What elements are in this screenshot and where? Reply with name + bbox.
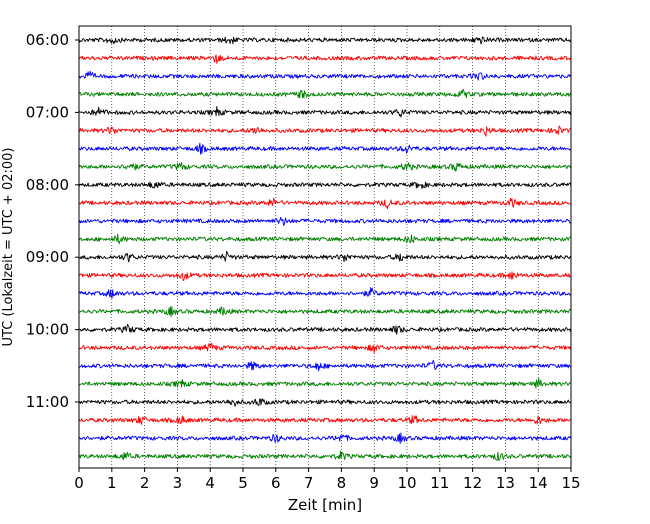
trace-0845 xyxy=(78,233,572,245)
trace-0745 xyxy=(78,161,572,172)
trace-layer xyxy=(78,36,572,461)
x-tick-label: 6 xyxy=(271,474,281,492)
trace-0600 xyxy=(78,36,572,45)
x-tick-label: 4 xyxy=(205,474,215,492)
trace-0615 xyxy=(78,54,572,64)
trace-1045 xyxy=(78,377,572,389)
x-tick-layer: 0 1 2 3 4 5 6 7 8 9 10 11 12 13 14 15 xyxy=(74,468,581,492)
trace-0800 xyxy=(78,181,572,190)
trace-0730 xyxy=(78,142,572,155)
x-tick-label: 14 xyxy=(529,474,548,492)
trace-0830 xyxy=(78,216,572,226)
x-tick-label: 0 xyxy=(74,474,84,492)
y-tick-layer: 06:00 07:00 08:00 09:00 10:00 11:00 xyxy=(26,31,79,411)
trace-1130 xyxy=(78,432,572,444)
x-tick-label: 1 xyxy=(107,474,117,492)
trace-1115 xyxy=(78,415,572,425)
trace-0930 xyxy=(78,286,572,299)
trace-0630 xyxy=(78,70,572,81)
trace-0700 xyxy=(78,105,572,118)
trace-0915 xyxy=(78,271,572,282)
plot-frame xyxy=(78,25,572,469)
x-tick-label: 2 xyxy=(140,474,150,492)
x-tick-label: 7 xyxy=(304,474,314,492)
x-tick-label: 10 xyxy=(397,474,416,492)
trace-1030 xyxy=(78,359,571,372)
x-tick-label: 15 xyxy=(561,474,580,492)
trace-1100 xyxy=(78,398,572,407)
y-tick-label: 11:00 xyxy=(26,393,69,411)
x-tick-label: 9 xyxy=(369,474,379,492)
x-tick-label: 8 xyxy=(337,474,347,492)
y-tick-label: 09:00 xyxy=(26,248,69,266)
trace-1015 xyxy=(78,343,572,354)
trace-0645 xyxy=(78,88,572,99)
y-tick-label: 10:00 xyxy=(26,321,69,339)
trace-0945 xyxy=(78,306,572,318)
y-tick-label: 07:00 xyxy=(26,103,69,121)
x-tick-label: 12 xyxy=(463,474,482,492)
y-tick-label: 08:00 xyxy=(26,176,69,194)
trace-1145 xyxy=(78,450,572,461)
trace-1000 xyxy=(78,323,572,335)
x-tick-label: 3 xyxy=(173,474,183,492)
y-axis-label: UTC (Lokalzeit = UTC + 02:00) xyxy=(1,148,16,347)
x-axis-label: Zeit [min] xyxy=(288,496,362,514)
x-tick-label: 11 xyxy=(430,474,449,492)
x-tick-label: 5 xyxy=(238,474,248,492)
trace-0900 xyxy=(78,250,572,263)
y-tick-label: 06:00 xyxy=(26,31,69,49)
trace-0715 xyxy=(78,125,572,137)
trace-0815 xyxy=(78,197,572,210)
x-tick-label: 13 xyxy=(496,474,515,492)
